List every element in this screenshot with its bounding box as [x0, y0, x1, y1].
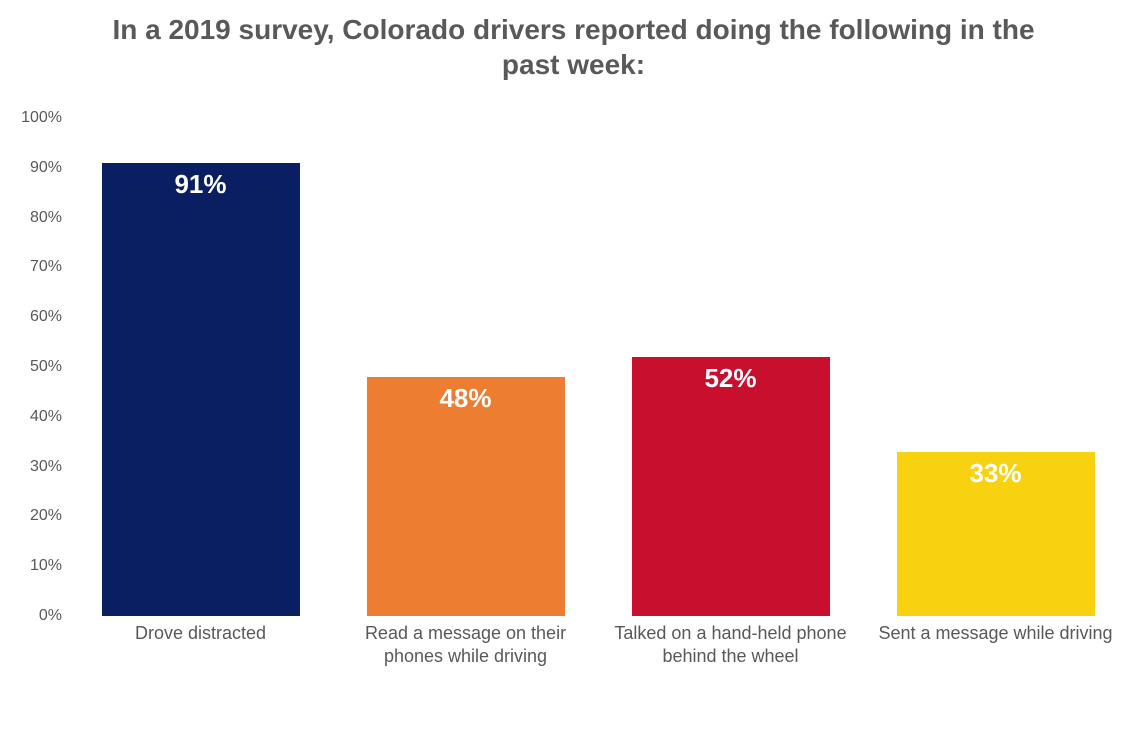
x-labels: Drove distracted Read a message on their… — [68, 622, 1128, 667]
y-tick-20: 20% — [10, 507, 62, 525]
y-tick-30: 30% — [10, 458, 62, 476]
y-tick-0: 0% — [10, 607, 62, 625]
x-label-0: Drove distracted — [68, 622, 333, 667]
bar-slot-0: 91% — [68, 118, 333, 616]
y-tick-90: 90% — [10, 159, 62, 177]
bar-read-message: 48% — [367, 377, 565, 616]
y-tick-50: 50% — [10, 358, 62, 376]
y-tick-40: 40% — [10, 408, 62, 426]
bar-value-label: 33% — [897, 458, 1095, 489]
chart-container: In a 2019 survey, Colorado drivers repor… — [0, 0, 1147, 737]
bar-drove-distracted: 91% — [102, 163, 300, 616]
x-label-2: Talked on a hand-held phone behind the w… — [598, 622, 863, 667]
bar-value-label: 52% — [632, 363, 830, 394]
y-tick-70: 70% — [10, 258, 62, 276]
bars-group: 91% 48% 52% 33% — [68, 118, 1128, 616]
y-tick-100: 100% — [10, 109, 62, 127]
x-label-1: Read a message on their phones while dri… — [333, 622, 598, 667]
y-tick-80: 80% — [10, 209, 62, 227]
bar-slot-1: 48% — [333, 118, 598, 616]
bar-value-label: 91% — [102, 169, 300, 200]
x-label-3: Sent a message while driving — [863, 622, 1128, 667]
y-tick-10: 10% — [10, 557, 62, 575]
bar-slot-3: 33% — [863, 118, 1128, 616]
bar-talked-handheld: 52% — [632, 357, 830, 616]
y-tick-60: 60% — [10, 308, 62, 326]
bar-value-label: 48% — [367, 383, 565, 414]
plot-area: 91% 48% 52% 33% — [68, 118, 1128, 616]
bar-slot-2: 52% — [598, 118, 863, 616]
chart-title: In a 2019 survey, Colorado drivers repor… — [0, 12, 1147, 82]
bar-sent-message: 33% — [897, 452, 1095, 616]
